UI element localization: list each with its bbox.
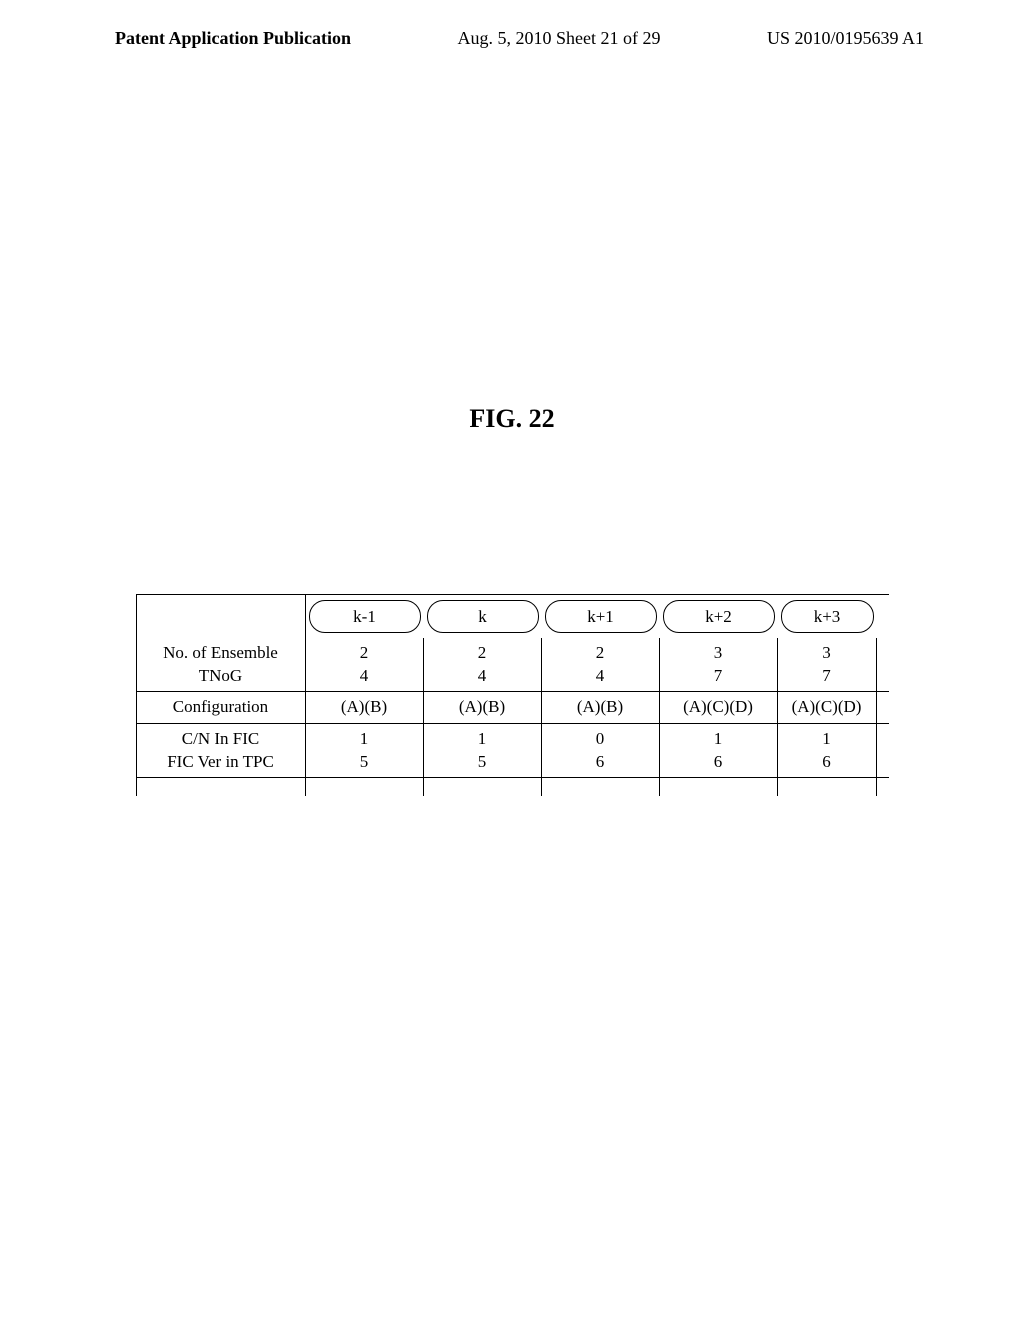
table-cell: 2 4 [306,638,424,692]
table-cell: (A)(B) [542,692,660,724]
header-right-text: US 2010/0195639 A1 [767,28,924,49]
cell-value: 2 [596,642,605,665]
data-column-3: k+2 3 7 (A)(C)(D) 1 6 [660,594,778,796]
table-cell: (A)(C)(D) [778,692,877,724]
table-cell-blank [660,778,778,796]
table-cell-blank [778,778,877,796]
cell-value: 7 [822,665,831,688]
figure-title: FIG. 22 [0,404,1024,434]
header-left-text: Patent Application Publication [115,28,351,49]
cell-value: 6 [822,751,831,774]
cell-value: 2 [478,642,487,665]
cell-value: 0 [596,728,605,751]
table-cell: 2 4 [424,638,542,692]
timeline-label: k+2 [705,607,732,627]
cell-value: 2 [360,642,369,665]
timeline-header: k+3 [778,595,877,638]
table-cell: 1 6 [778,724,877,778]
timeline-label: k-1 [353,607,376,627]
table-cell: 1 6 [660,724,778,778]
cell-value: 1 [478,728,487,751]
timeline-box: k+1 [545,600,657,633]
cell-value: 7 [714,665,723,688]
timeline-box: k-1 [309,600,421,633]
row-label-ensemble: No. of Ensemble TNoG [137,638,306,692]
table-cell: 1 5 [306,724,424,778]
table-cell: 0 6 [542,724,660,778]
table-cell: 3 7 [778,638,877,692]
header-center-text: Aug. 5, 2010 Sheet 21 of 29 [458,28,661,49]
row-labels-column: No. of Ensemble TNoG Configuration C/N I… [136,594,306,796]
table-cell-blank [424,778,542,796]
timeline-table: No. of Ensemble TNoG Configuration C/N I… [136,594,889,796]
cell-value: 1 [360,728,369,751]
timeline-label: k+3 [814,607,841,627]
cell-value: 4 [478,665,487,688]
table-cell-blank [306,778,424,796]
timeline-box: k+3 [781,600,874,633]
cell-value: 4 [360,665,369,688]
table-cell: (A)(B) [424,692,542,724]
label-line: TNoG [199,665,242,688]
label-line: Configuration [173,696,268,719]
cell-value: 3 [714,642,723,665]
table-cell: (A)(B) [306,692,424,724]
label-line: No. of Ensemble [163,642,278,665]
cell-value: 5 [360,751,369,774]
cell-value: 6 [596,751,605,774]
cell-value: (A)(C)(D) [683,696,753,719]
row-label-configuration: Configuration [137,692,306,724]
cell-value: 1 [714,728,723,751]
table-cell: 3 7 [660,638,778,692]
timeline-box: k+2 [663,600,775,633]
label-blank-header [137,595,306,638]
table-cell: 2 4 [542,638,660,692]
timeline-header: k+1 [542,595,660,638]
cell-value: 5 [478,751,487,774]
cell-value: 4 [596,665,605,688]
label-line: C/N In FIC [182,728,259,751]
timeline-label: k [478,607,487,627]
table-cell: 1 5 [424,724,542,778]
data-column-1: k 2 4 (A)(B) 1 5 [424,594,542,796]
timeline-label: k+1 [587,607,614,627]
diagram-container: No. of Ensemble TNoG Configuration C/N I… [0,594,1024,796]
cell-value: (A)(B) [459,696,505,719]
table-end-stub [877,594,889,796]
cell-value: 1 [822,728,831,751]
row-label-fic: C/N In FIC FIC Ver in TPC [137,724,306,778]
cell-value: (A)(B) [341,696,387,719]
data-column-2: k+1 2 4 (A)(B) 0 6 [542,594,660,796]
table-cell-blank [542,778,660,796]
document-header: Patent Application Publication Aug. 5, 2… [0,0,1024,59]
timeline-header: k [424,595,542,638]
timeline-header: k+2 [660,595,778,638]
cell-value: (A)(B) [577,696,623,719]
timeline-box: k [427,600,539,633]
data-column-0: k-1 2 4 (A)(B) 1 5 [306,594,424,796]
cell-value: (A)(C)(D) [792,696,862,719]
label-blank-footer [137,778,306,796]
table-cell: (A)(C)(D) [660,692,778,724]
data-column-4: k+3 3 7 (A)(C)(D) 1 6 [778,594,877,796]
timeline-header: k-1 [306,595,424,638]
cell-value: 6 [714,751,723,774]
cell-value: 3 [822,642,831,665]
label-line: FIC Ver in TPC [167,751,274,774]
